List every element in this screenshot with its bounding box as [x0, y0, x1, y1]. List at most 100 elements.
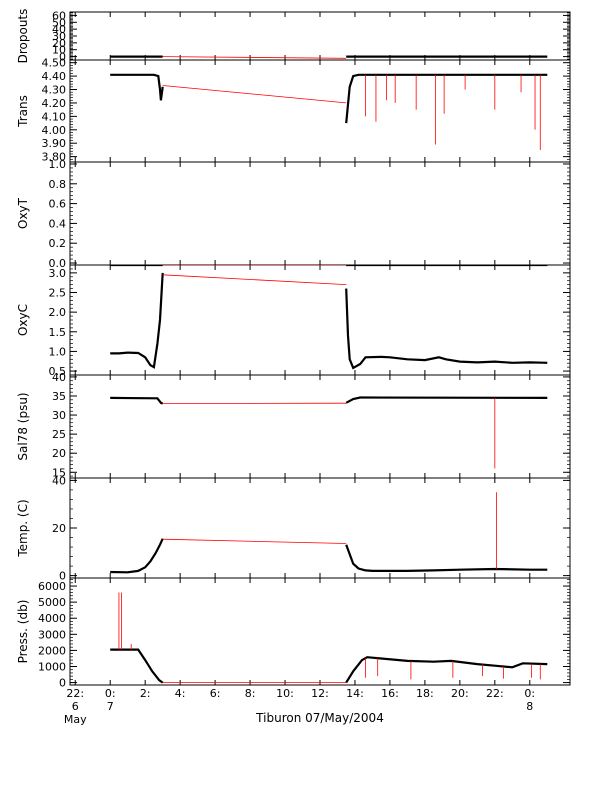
x-tick-label: 16:	[381, 687, 399, 700]
panel-oxyc-series-3	[110, 272, 164, 369]
panel-oxyt-frame	[69, 161, 571, 266]
panel-trans-series-1	[162, 85, 347, 104]
y-tick-label: 1.5	[49, 326, 67, 339]
panel-oxyt-ylabel: OxyT	[16, 197, 30, 229]
panel-oxyt: 0.0 0.2 0.4 0.6 0.8 1.0 OxyT	[16, 158, 571, 270]
panel-dropouts-series-2	[162, 56, 347, 59]
x-tick-label: 12:	[311, 687, 329, 700]
panel-press-ylabel: Press. (db)	[16, 600, 30, 664]
panel-sal78-ylabel: Sal78 (psu)	[16, 392, 30, 460]
y-tick-label: 1000	[38, 660, 66, 673]
chart-panels: 0102030405060Dropouts3.803.904.004.104.2…	[16, 9, 571, 690]
x-tick-label: 8	[526, 700, 533, 713]
y-tick-label: 15	[52, 466, 66, 479]
y-tick-label: 50	[52, 16, 66, 29]
y-tick-label: 40	[52, 23, 66, 36]
panel-temp-data	[110, 492, 548, 574]
y-tick-label: 2.5	[49, 287, 67, 300]
y-tick-label: 5000	[38, 596, 66, 609]
x-tick-label: 22:	[66, 687, 84, 700]
y-tick-label: 1.0	[49, 345, 67, 358]
y-tick-label: 4.00	[42, 124, 67, 137]
panel-temp: 0 20 40 Temp. (C)	[16, 474, 571, 583]
panel-trans-ylabel: Trans	[16, 95, 30, 128]
y-tick-label: 10	[52, 44, 66, 57]
y-tick-label: 3.80	[42, 151, 67, 164]
y-tick-label: 30	[52, 30, 66, 43]
panel-press-series-2	[345, 656, 548, 684]
panel-trans-data	[110, 73, 548, 150]
x-tick-label: 2:	[140, 687, 151, 700]
x-tick-label: 18:	[416, 687, 434, 700]
panel-oxyc-ylabel: OxyC	[16, 304, 30, 336]
x-tick-label: 22:	[486, 687, 504, 700]
x-axis-title: Tiburon 07/May/2004	[255, 711, 384, 725]
panel-sal78-data	[110, 396, 548, 469]
panel-dropouts-data	[110, 55, 548, 59]
x-tick-label: 7	[107, 700, 114, 713]
x-tick-label: 4:	[175, 687, 186, 700]
panel-temp-ylabel: Temp. (C)	[16, 499, 30, 557]
panel-sal78-series-2	[345, 396, 548, 404]
x-tick-label: 14:	[346, 687, 364, 700]
x-tick-label: 8:	[245, 687, 256, 700]
y-tick-label: 2000	[38, 644, 66, 657]
panel-trans: 3.803.904.004.104.204.304.404.50 Trans	[16, 57, 571, 164]
y-tick-label: 3.90	[42, 137, 67, 150]
panel-temp-series-1	[162, 538, 347, 544]
y-tick-label: 4.20	[42, 97, 67, 110]
y-tick-label: 20	[52, 37, 66, 50]
y-tick-label: 40	[52, 371, 66, 384]
y-tick-label: 0	[59, 570, 66, 583]
y-tick-label: 25	[52, 428, 66, 441]
panel-dropouts-frame	[69, 11, 571, 61]
panel-press-frame	[69, 577, 571, 686]
x-tick-label: May	[64, 713, 87, 726]
panel-temp-frame	[69, 477, 571, 579]
y-tick-label: 4.30	[42, 84, 67, 97]
y-tick-label: 40	[52, 474, 66, 487]
y-tick-label: 0.5	[49, 365, 67, 378]
y-tick-label: 0.8	[49, 178, 67, 191]
x-tick-label: 6:	[210, 687, 221, 700]
panel-oxyc: 0.5 1.0 1.5 2.0 2.5 3.0 OxyC	[16, 264, 571, 378]
x-tick-label: 20:	[451, 687, 469, 700]
panel-trans-series-2	[345, 73, 548, 124]
panel-oxyc-series-5	[345, 288, 548, 370]
panel-oxyc-series-4	[162, 274, 347, 285]
panel-oxyc-data	[110, 265, 548, 370]
y-tick-label: 60	[52, 9, 66, 22]
panel-temp-series-2	[345, 544, 548, 573]
panel-sal78: 15 20 25 30 35 40 Sal78 (psu)	[16, 371, 571, 479]
panel-dropouts-ylabel: Dropouts	[16, 9, 30, 64]
y-tick-label: 0.0	[49, 257, 67, 270]
y-tick-label: 4.10	[42, 110, 67, 123]
y-tick-label: 20	[52, 522, 66, 535]
x-tick-label: 6	[72, 700, 79, 713]
y-tick-label: 3000	[38, 628, 66, 641]
panel-press-series-0	[110, 648, 164, 684]
panel-press: 0 1000 2000 3000 4000 5000 6000 Press. (db)	[16, 577, 571, 690]
y-tick-label: 0	[59, 677, 66, 690]
panel-trans-series-0	[110, 73, 164, 101]
x-tick-label: 0:	[524, 687, 535, 700]
panel-sal78-series-0	[110, 396, 164, 405]
x-tick-label: 0:	[105, 687, 116, 700]
y-tick-label: 1.0	[49, 158, 67, 171]
y-tick-label: 3.0	[49, 267, 67, 280]
y-tick-label: 4000	[38, 612, 66, 625]
y-tick-label: 4.50	[42, 57, 67, 70]
panel-press-data	[110, 592, 548, 684]
y-tick-label: 0.6	[49, 198, 67, 211]
y-tick-label: 6000	[38, 580, 66, 593]
x-tick-label: 10:	[276, 687, 294, 700]
y-tick-label: 4.40	[42, 70, 67, 83]
y-tick-label: 0.2	[49, 237, 67, 250]
y-tick-label: 30	[52, 409, 66, 422]
y-tick-label: 0.4	[49, 217, 67, 230]
y-tick-label: 0	[59, 51, 66, 64]
y-tick-label: 20	[52, 447, 66, 460]
